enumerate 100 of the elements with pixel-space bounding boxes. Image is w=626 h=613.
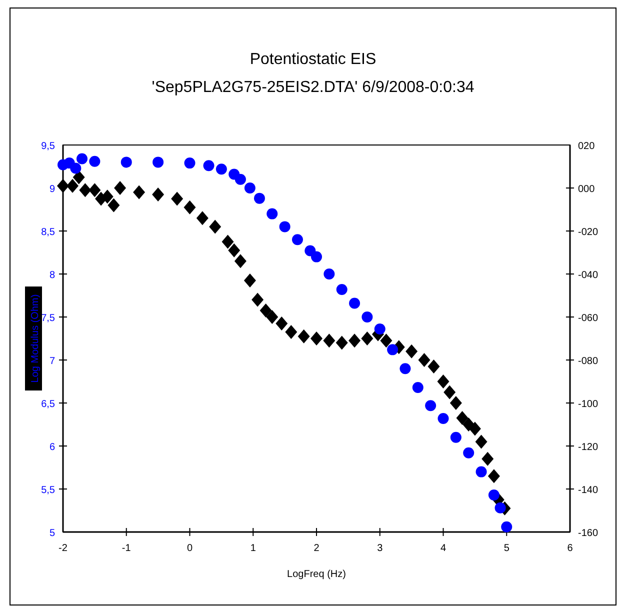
point <box>292 234 303 246</box>
point <box>450 432 462 443</box>
point <box>260 304 272 318</box>
point <box>266 310 278 324</box>
point <box>324 268 335 280</box>
point <box>488 490 500 501</box>
x-tick-label: 6 <box>567 543 574 554</box>
y2-tick-label: 020 <box>578 141 596 152</box>
point <box>228 243 240 258</box>
point <box>336 284 348 295</box>
point <box>475 434 488 449</box>
y2-tick-label: 000 <box>578 184 596 195</box>
point <box>101 190 114 204</box>
point <box>438 412 449 424</box>
y-tick-label: 6,5 <box>41 399 56 410</box>
point <box>120 156 132 168</box>
point <box>244 273 256 288</box>
point <box>476 466 487 478</box>
point <box>279 221 290 232</box>
point <box>361 332 374 346</box>
x-tick-label: 5 <box>504 543 510 554</box>
point <box>276 316 288 330</box>
y-tick-label: 7 <box>49 356 56 367</box>
point <box>468 422 481 436</box>
point <box>463 447 474 458</box>
y-tick-label: 5,5 <box>41 485 56 496</box>
point <box>428 359 440 374</box>
point <box>412 382 424 394</box>
point <box>108 198 120 212</box>
point <box>76 153 88 164</box>
point <box>336 336 348 350</box>
point <box>418 353 430 367</box>
point <box>501 521 512 532</box>
point <box>400 363 411 374</box>
point <box>387 344 398 356</box>
x-tick-label: 2 <box>314 543 320 554</box>
point <box>234 254 246 268</box>
y2-tick-label: -120 <box>578 442 598 453</box>
point <box>482 452 494 466</box>
y-axis-title: Log Modulus (Ohm) <box>30 294 41 383</box>
point <box>374 324 386 335</box>
point <box>348 334 361 348</box>
point <box>494 502 506 514</box>
y2-tick-label: -140 <box>578 485 598 496</box>
point <box>79 183 92 198</box>
point <box>152 156 164 168</box>
point <box>133 185 146 200</box>
point <box>216 164 227 175</box>
point <box>252 292 264 307</box>
point <box>244 182 256 194</box>
point <box>70 162 82 174</box>
point <box>285 325 298 340</box>
point <box>196 211 208 226</box>
y2-tick-label: -160 <box>578 528 598 539</box>
point <box>222 234 234 249</box>
y-tick-label: 6 <box>49 442 56 453</box>
point <box>89 156 100 167</box>
x-tick-label: 4 <box>440 543 446 554</box>
point <box>362 312 373 322</box>
point <box>266 208 278 220</box>
point <box>323 334 336 348</box>
point <box>298 329 310 344</box>
x-tick-label: 3 <box>377 543 384 554</box>
y-tick-label: 9,5 <box>41 141 56 152</box>
y-tick-label: 8 <box>49 270 56 281</box>
point <box>425 400 436 412</box>
point <box>114 181 126 195</box>
y-tick-label: 8,5 <box>41 227 56 238</box>
point <box>437 374 450 388</box>
point <box>488 469 500 484</box>
chart-subtitle: 'Sep5PLA2G75-25EIS2.DTA' 6/9/2008-0:0:34 <box>152 79 474 96</box>
x-tick-label: -1 <box>122 543 132 554</box>
point <box>203 160 214 172</box>
point <box>311 251 322 262</box>
x-tick-label: -2 <box>58 543 68 554</box>
x-tick-label: 0 <box>186 543 193 554</box>
y2-tick-label: -100 <box>578 399 598 410</box>
point <box>184 158 196 169</box>
x-tick-label: 1 <box>250 543 256 554</box>
point <box>72 170 85 184</box>
y-tick-label: 7,5 <box>41 313 56 324</box>
y2-tick-label: -060 <box>578 313 598 324</box>
point <box>184 200 196 214</box>
y2-tick-label: -040 <box>578 270 598 281</box>
point <box>171 192 184 206</box>
x-axis-title: LogFreq (Hz) <box>287 569 346 580</box>
point <box>310 332 322 346</box>
point <box>380 334 392 348</box>
y2-tick-label: -020 <box>578 227 598 238</box>
point <box>152 187 164 202</box>
point <box>406 344 418 358</box>
point <box>209 220 222 234</box>
chart-title: Potentiostatic EIS <box>250 51 376 68</box>
y2-tick-label: -080 <box>578 356 598 367</box>
point <box>444 385 456 400</box>
point <box>450 396 462 410</box>
point <box>254 192 265 204</box>
point <box>349 298 360 309</box>
point <box>234 174 246 185</box>
point <box>88 183 101 198</box>
